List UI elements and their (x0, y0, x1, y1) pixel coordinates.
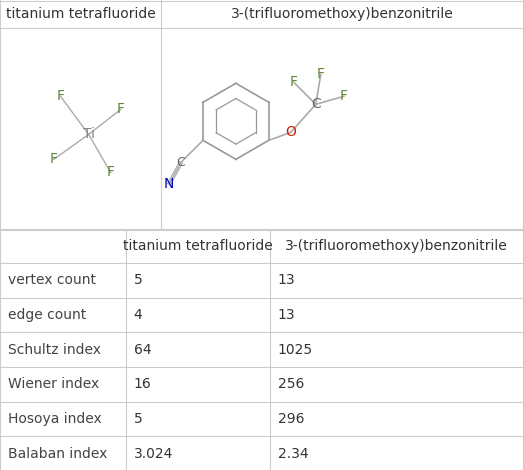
Text: 256: 256 (278, 377, 304, 392)
Text: F: F (50, 152, 58, 166)
Text: 2.34: 2.34 (278, 446, 309, 461)
Text: 64: 64 (134, 343, 151, 357)
Text: 296: 296 (278, 412, 304, 426)
Text: 13: 13 (278, 308, 296, 322)
Text: Wiener index: Wiener index (8, 377, 99, 392)
Text: F: F (340, 89, 348, 103)
Text: Balaban index: Balaban index (8, 446, 107, 461)
Text: Hosoya index: Hosoya index (8, 412, 102, 426)
Text: 5: 5 (134, 273, 143, 287)
Text: 5: 5 (134, 412, 143, 426)
Text: F: F (117, 102, 125, 117)
Text: N: N (164, 177, 174, 191)
Text: C: C (311, 97, 321, 111)
Text: Ti: Ti (83, 127, 95, 141)
Text: 16: 16 (134, 377, 151, 392)
Text: 3-(trifluoromethoxy)benzonitrile: 3-(trifluoromethoxy)benzonitrile (231, 7, 454, 21)
Text: Schultz index: Schultz index (8, 343, 101, 357)
Text: 1025: 1025 (278, 343, 313, 357)
Text: F: F (317, 67, 325, 81)
Text: F: F (57, 89, 64, 103)
Text: titanium tetrafluoride: titanium tetrafluoride (123, 239, 272, 253)
Text: F: F (290, 75, 298, 89)
Text: titanium tetrafluoride: titanium tetrafluoride (6, 7, 155, 21)
Text: F: F (107, 165, 115, 180)
Text: 3.024: 3.024 (134, 446, 173, 461)
Text: C: C (177, 156, 185, 169)
Text: 13: 13 (278, 273, 296, 287)
Text: 3-(trifluoromethoxy)benzonitrile: 3-(trifluoromethoxy)benzonitrile (285, 239, 508, 253)
Text: vertex count: vertex count (8, 273, 96, 287)
Text: O: O (286, 125, 296, 139)
Text: edge count: edge count (8, 308, 86, 322)
Text: 4: 4 (134, 308, 143, 322)
